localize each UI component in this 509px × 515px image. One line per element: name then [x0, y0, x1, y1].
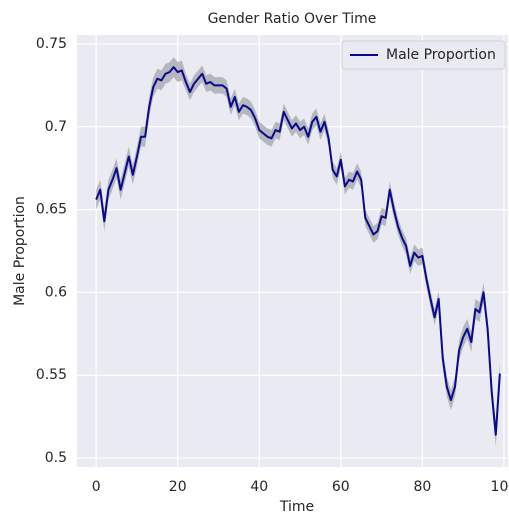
legend-label: Male Proportion — [386, 47, 496, 63]
y-tick-label: 0.65 — [36, 202, 67, 218]
x-tick-label: 20 — [169, 479, 187, 495]
confidence-band — [96, 57, 500, 447]
x-tick-label: 100 — [491, 479, 509, 495]
y-tick-label: 0.6 — [45, 284, 67, 300]
y-tick-label: 0.55 — [36, 367, 67, 383]
chart-title: Gender Ratio Over Time — [208, 11, 377, 27]
y-tick-label: 0.75 — [36, 36, 67, 52]
y-tick-label: 0.7 — [45, 119, 67, 135]
x-tick-label: 80 — [413, 479, 431, 495]
legend-box — [341, 40, 506, 70]
y-axis-label: Male Proportion — [12, 196, 28, 306]
plot-background — [77, 35, 508, 467]
x-tick-label: 40 — [250, 479, 268, 495]
x-axis-label: Time — [279, 499, 314, 515]
x-tick-label: 0 — [92, 479, 101, 495]
y-tick-label: 0.5 — [45, 450, 67, 466]
line — [95, 66, 501, 436]
x-tick-label: 60 — [332, 479, 350, 495]
